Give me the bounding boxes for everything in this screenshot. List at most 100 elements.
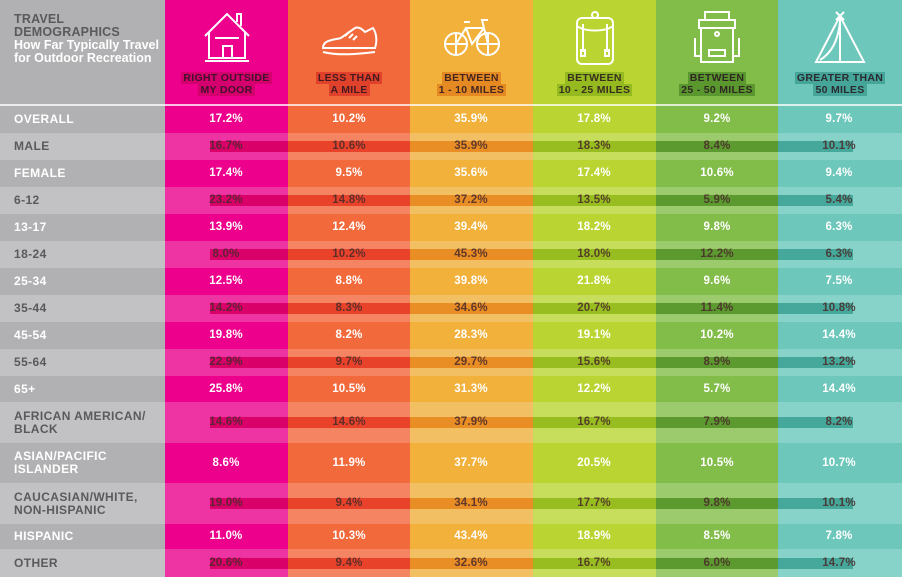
value-cell: 9.8%	[703, 221, 731, 233]
column-header-50plus: GREATER THAN 50 MILES	[778, 72, 902, 96]
highlight-band	[656, 249, 778, 260]
row-label: 6-12	[14, 194, 40, 207]
column-header-25_50: BETWEEN 25 - 50 MILES	[656, 72, 778, 96]
column-header-line: A MILE	[328, 84, 370, 96]
value-cell: 14.6%	[209, 416, 243, 428]
highlight-band	[533, 195, 656, 206]
value-cell: 10.1%	[822, 140, 856, 152]
value-cell: 8.4%	[703, 140, 731, 152]
highlight-band	[210, 303, 288, 314]
column-header-line: BETWEEN	[687, 72, 747, 84]
table-row: 18-24 8.0% 10.2% 45.3% 18.0% 12.2% 6.3%	[0, 241, 902, 268]
value-cell: 25.8%	[209, 382, 243, 395]
value-cell: 9.7%	[825, 113, 853, 125]
bicycle-icon	[442, 8, 502, 66]
row-label-bg	[0, 549, 165, 577]
highlight-band	[533, 249, 656, 260]
highlight-band	[288, 357, 410, 368]
column-mile	[288, 0, 410, 577]
value-cell: 39.4%	[454, 221, 488, 233]
column-header-1_10: BETWEEN 1 - 10 MILES	[410, 72, 533, 96]
row-label-line: AFRICAN AMERICAN/	[14, 408, 146, 423]
row-label: 45-54	[14, 329, 47, 342]
table-row: 65+ 25.8% 10.5% 31.3% 12.2% 5.7% 14.4%	[0, 376, 902, 402]
value-cell: 8.2%	[335, 329, 363, 341]
backpack-icon	[565, 8, 625, 66]
highlight-band	[656, 357, 778, 368]
value-cell: 10.7%	[822, 456, 856, 469]
house-icon	[197, 8, 257, 66]
highlight-band	[210, 249, 288, 260]
row-label-line: ASIAN/PACIFIC	[14, 449, 107, 463]
value-cell: 8.3%	[335, 302, 363, 314]
value-cell: 14.4%	[822, 382, 856, 395]
table-row: 13-17 13.9% 12.4% 39.4% 18.2% 9.8% 6.3%	[0, 214, 902, 241]
row-label-line: 65+	[14, 381, 36, 396]
table-row: 25-34 12.5% 8.8% 39.8% 21.8% 9.6% 7.5%	[0, 268, 902, 295]
highlight-band	[778, 249, 853, 260]
column-header-line: MY DOOR	[198, 84, 255, 96]
highlight-band	[210, 417, 288, 428]
value-cell: 17.7%	[577, 497, 611, 509]
value-cell: 9.4%	[825, 167, 853, 179]
row-label: MALE	[14, 140, 50, 153]
table-row: MALE 16.7% 10.6% 35.9% 18.3% 8.4% 10.1%	[0, 133, 902, 160]
column-header-line: GREATER THAN	[794, 72, 886, 84]
value-cell: 8.8%	[335, 275, 363, 287]
value-cell: 14.2%	[209, 302, 243, 314]
value-cell: 15.6%	[577, 356, 611, 368]
hiking-pack-icon	[687, 8, 747, 66]
highlight-band	[288, 557, 410, 569]
highlight-band	[410, 195, 533, 206]
row-label-bg	[0, 133, 165, 160]
value-cell: 10.2%	[332, 113, 366, 125]
highlight-band	[533, 557, 656, 569]
value-cell: 34.6%	[454, 302, 488, 314]
value-cell: 10.5%	[700, 456, 734, 469]
column-door	[165, 0, 288, 577]
highlight-band	[656, 141, 778, 152]
row-label-line: 18-24	[14, 247, 47, 261]
value-cell: 23.2%	[209, 194, 243, 206]
table-row: FEMALE 17.4% 9.5% 35.6% 17.4% 10.6% 9.4%	[0, 160, 902, 187]
highlight-band	[288, 249, 410, 260]
highlight-band	[288, 303, 410, 314]
row-label-line: 45-54	[14, 328, 47, 342]
value-cell: 14.4%	[822, 329, 856, 341]
column-header-line: 1 - 10 MILES	[436, 84, 507, 96]
value-cell: 22.9%	[209, 356, 243, 368]
value-cell: 37.2%	[454, 194, 488, 206]
highlight-band	[656, 417, 778, 428]
column-header-line: 10 - 25 MILES	[556, 84, 633, 96]
column-50plus	[778, 0, 902, 577]
value-cell: 9.7%	[335, 356, 363, 368]
value-cell: 10.5%	[332, 382, 366, 395]
value-cell: 32.6%	[454, 556, 488, 569]
value-cell: 18.9%	[577, 530, 611, 542]
row-label: OTHER	[14, 556, 58, 570]
value-cell: 37.9%	[454, 416, 488, 428]
table-row: OTHER 20.6% 9.4% 32.6% 16.7% 6.0% 14.7%	[0, 549, 902, 577]
value-cell: 19.0%	[209, 497, 243, 509]
value-cell: 8.0%	[212, 248, 240, 260]
highlight-band	[778, 557, 853, 569]
highlight-band	[656, 303, 778, 314]
row-label-line: 35-44	[14, 301, 47, 315]
row-label: 35-44	[14, 302, 47, 315]
highlight-band	[656, 557, 778, 569]
value-cell: 17.4%	[577, 167, 611, 179]
value-cell: 6.3%	[825, 221, 853, 233]
table-row: 35-44 14.2% 8.3% 34.6% 20.7% 11.4% 10.8%	[0, 295, 902, 322]
value-cell: 8.6%	[212, 456, 240, 469]
row-label-line: BLACK	[14, 421, 58, 436]
value-cell: 9.6%	[703, 275, 731, 287]
value-cell: 29.7%	[454, 356, 488, 368]
highlight-band	[778, 417, 853, 428]
highlight-band	[288, 195, 410, 206]
value-cell: 19.8%	[209, 329, 243, 341]
row-label: 55-64	[14, 356, 47, 369]
value-cell: 35.9%	[454, 113, 488, 125]
value-cell: 12.2%	[700, 248, 734, 260]
column-header-line: LESS THAN	[315, 72, 383, 84]
